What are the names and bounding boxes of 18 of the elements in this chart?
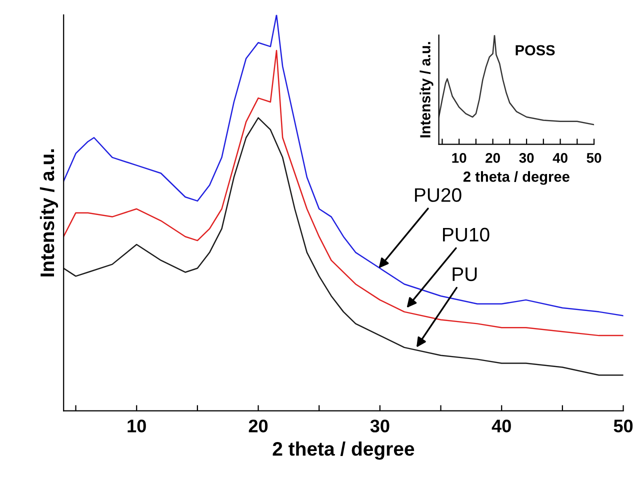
x-tick-label: 30 (519, 153, 534, 163)
x-tick-label: 40 (552, 153, 568, 163)
x-axis-title: 2 theta / degree (463, 171, 570, 185)
x-axis-title: 2 theta / degree (272, 441, 414, 460)
x-tick-label: 20 (248, 420, 268, 432)
annotation: PU20 (415, 188, 462, 202)
annotation: PU10 (443, 228, 490, 242)
x-tick-label: 20 (486, 153, 500, 163)
y-axis-title: Intensity / a.u. (420, 42, 434, 138)
x-tick-label: 50 (614, 420, 633, 432)
x-tick-label: 10 (128, 420, 146, 432)
x-tick-label: 40 (492, 420, 511, 432)
y-axis-title: Intensity / a.u. (40, 149, 58, 276)
series-label: POSS (516, 45, 555, 56)
x-tick-label: 50 (586, 153, 602, 163)
annotation: PU (452, 268, 477, 282)
x-tick-label: 10 (452, 153, 466, 163)
x-tick-label: 30 (370, 420, 390, 432)
